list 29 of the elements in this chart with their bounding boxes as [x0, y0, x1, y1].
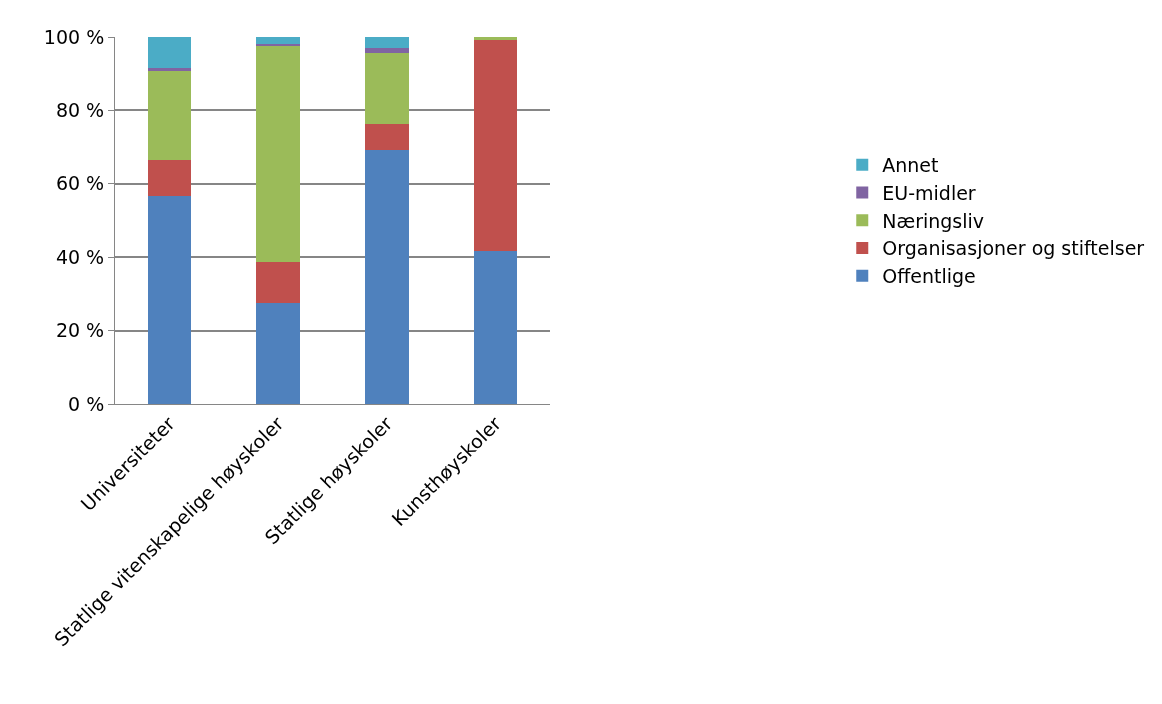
bar: [473, 250, 518, 404]
bar: [147, 68, 192, 72]
bar: [256, 262, 300, 304]
bar: [147, 195, 192, 404]
bar: [147, 37, 192, 69]
bar: [473, 39, 518, 251]
y-tick-label: 60 %: [55, 172, 105, 195]
bar: [256, 45, 300, 263]
y-tick-label: 80 %: [55, 99, 105, 122]
bar: [365, 53, 409, 125]
bar: [365, 149, 409, 404]
y-tick-label: 20 %: [55, 319, 105, 342]
bar: [147, 159, 192, 196]
bar: [365, 37, 409, 49]
bar: [256, 303, 300, 404]
bar: [473, 37, 518, 40]
bar: [365, 124, 409, 150]
bar: [365, 48, 409, 54]
bar: [256, 43, 300, 46]
legend-label: Annet: [882, 154, 939, 177]
bar: [147, 71, 192, 160]
bar: [256, 37, 300, 44]
legend-label: Organisasjoner og stiftelser: [882, 237, 1145, 260]
legend-label: EU-midler: [882, 181, 976, 204]
legend-label: Næringsliv: [882, 209, 985, 232]
y-tick-label: 40 %: [55, 245, 105, 268]
y-tick-label: 100 %: [43, 25, 105, 48]
legend-label: Offentlige: [882, 265, 976, 288]
y-tick-label: 0 %: [68, 392, 105, 415]
